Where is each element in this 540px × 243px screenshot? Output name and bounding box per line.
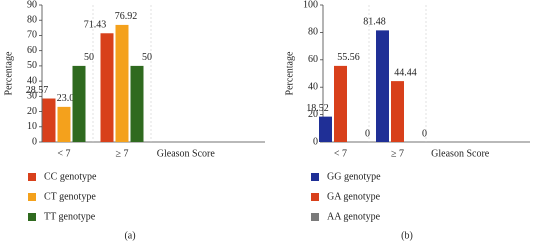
legend-label: TT genotype [44,211,96,222]
bar [42,98,56,142]
bar [72,65,86,142]
y-tick-label: 20 [308,109,318,120]
value-label: 50 [84,52,94,63]
y-tick-label: 100 [303,0,318,10]
legend-swatch [311,213,319,221]
y-axis-title: Percentage [3,51,14,95]
y-tick-label: 50 [27,60,37,71]
value-label: 18.52 [306,103,329,114]
legend-swatch [311,193,319,201]
x-axis-title: Gleason Score [157,148,216,159]
value-label: 71.43 [84,20,107,31]
bar [376,30,389,143]
y-tick-label: 80 [308,27,318,38]
legend-label: AA genotype [327,211,381,222]
x-tick-label: < 7 [57,148,70,159]
legend-label: CC genotype [44,171,97,182]
y-tick-label: 90 [27,0,37,10]
value-label: 76.92 [115,11,138,22]
y-tick-label: 30 [27,91,37,102]
bar [130,65,144,142]
y-tick-label: 60 [308,54,318,65]
x-tick-label: ≥ 7 [116,148,129,159]
value-label: 50 [142,52,152,63]
x-tick-label: < 7 [334,148,347,159]
y-tick-label: 20 [27,106,37,117]
bar [391,81,404,142]
subplot-label: (a) [124,230,135,241]
value-label: 23.08 [57,93,80,104]
value-label: 44.44 [394,67,417,78]
x-tick-label: ≥ 7 [391,148,404,159]
y-tick-label: 60 [27,45,37,56]
legend-label: GG genotype [327,171,381,182]
value-label: 28.57 [26,85,49,96]
y-tick-label: 80 [27,15,37,26]
legend-swatch [28,213,36,221]
value-label: 0 [422,128,427,139]
value-label: 81.48 [363,17,386,28]
y-tick-label: 40 [27,75,37,86]
y-tick-label: 70 [27,30,37,41]
legend-label: GA genotype [327,191,381,202]
legend-swatch [28,173,36,181]
value-label: 0 [365,128,370,139]
bar [57,106,71,142]
legend-swatch [311,173,319,181]
y-tick-label: 40 [308,81,318,92]
y-tick-label: 10 [27,121,37,132]
bar [100,33,114,142]
subplot-label: (b) [401,230,413,241]
y-tick-label: 0 [32,136,37,147]
bar [334,65,347,142]
value-label: 55.56 [337,52,360,63]
y-axis-title: Percentage [284,51,295,95]
bar [115,24,129,142]
legend-swatch [28,193,36,201]
bar [319,116,332,142]
legend-label: CT genotype [44,191,96,202]
y-tick-label: 0 [313,136,318,147]
x-axis-title: Gleason Score [431,148,490,159]
